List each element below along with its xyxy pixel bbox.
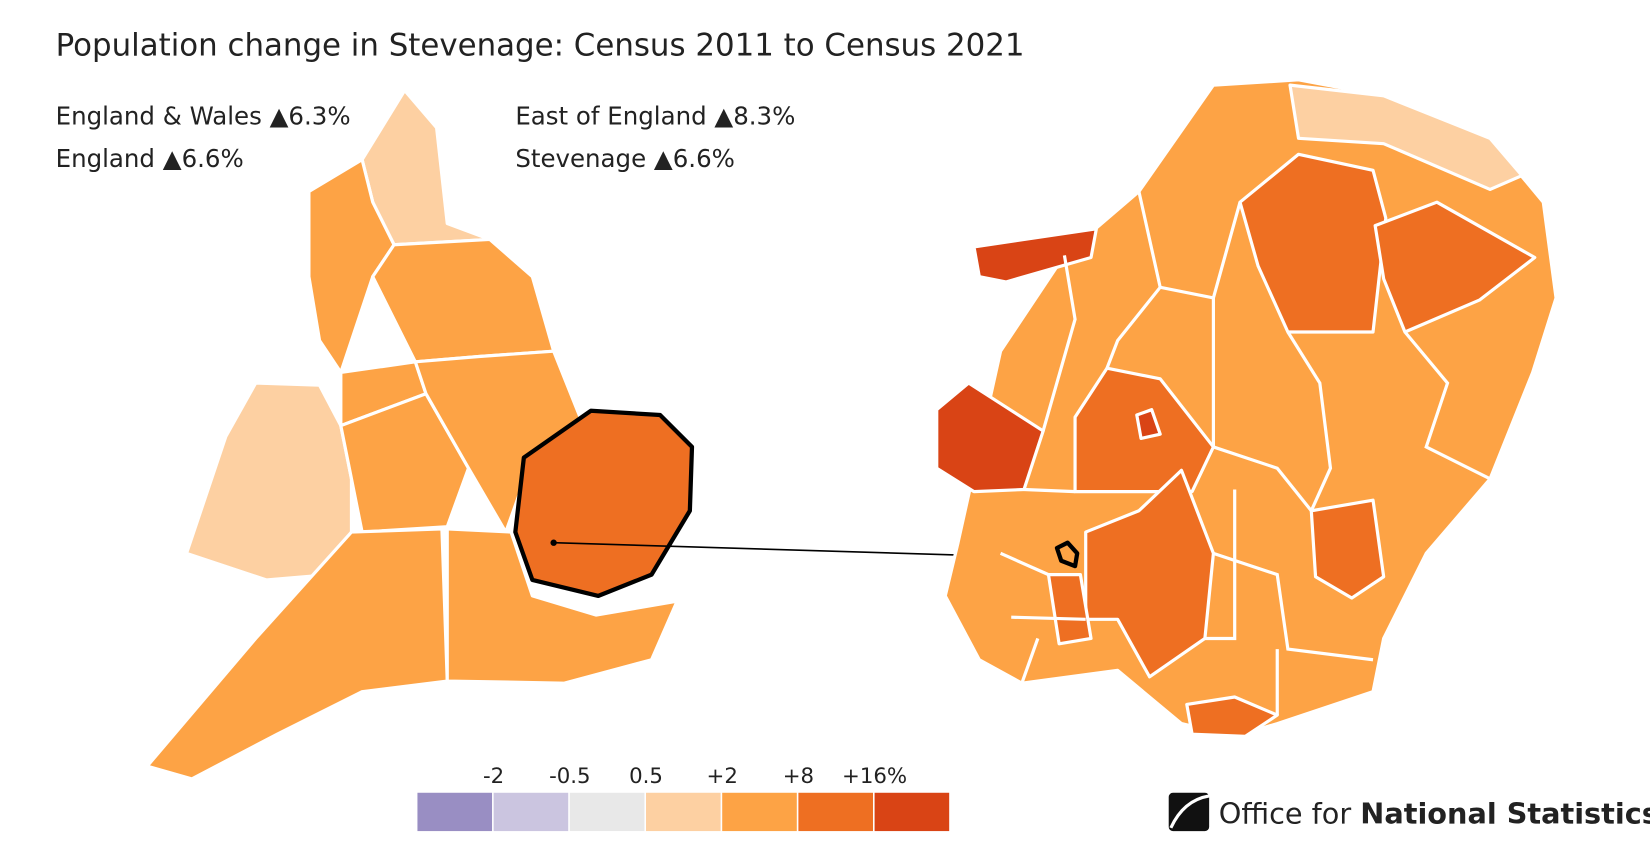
title: Population change in Stevenage: Census 2… (56, 27, 1025, 63)
region (184, 381, 354, 582)
district (1185, 695, 1279, 738)
legend-label: +2 (707, 764, 738, 789)
legend-swatch (569, 792, 645, 832)
pointer-dot (550, 539, 557, 546)
district (972, 227, 1098, 284)
legend-label: +16% (842, 764, 907, 789)
district (1135, 408, 1162, 441)
legend-swatch (646, 792, 721, 832)
logo-icon (1168, 792, 1210, 832)
legend-label: -0.5 (549, 764, 590, 789)
region (445, 527, 679, 685)
legend-swatch (417, 792, 493, 832)
district-borders (999, 191, 1491, 716)
logo-text-bold: National Statistics (1360, 797, 1650, 831)
legend-swatch (798, 792, 873, 832)
district (1238, 152, 1388, 334)
legend-label: +8 (783, 764, 814, 789)
legend: -2 -0.5 0.5 +2 +8 +16% (417, 764, 950, 832)
stat: East of England ▲8.3% (515, 102, 795, 131)
highlight-district (1054, 540, 1080, 569)
legend-label: 0.5 (629, 764, 663, 789)
district (1046, 573, 1093, 646)
logo: Office for National Statistics (1168, 792, 1650, 832)
logo-text-regular: Office for (1219, 797, 1352, 831)
stat: England ▲6.6% (56, 144, 244, 173)
legend-swatch (722, 792, 797, 832)
district (1373, 200, 1537, 334)
map-east-of-england (935, 78, 1558, 738)
legend-swatch (874, 792, 950, 832)
map-england-wales (145, 88, 1078, 781)
logo-icon-swoosh (1169, 794, 1210, 829)
highlight-region (513, 408, 695, 599)
stat: Stevenage ▲6.6% (515, 144, 735, 173)
stat: England & Wales ▲6.3% (56, 102, 351, 131)
district (1288, 83, 1524, 192)
district (1309, 498, 1386, 600)
region (371, 237, 556, 364)
logo-text: Office for National Statistics (1219, 797, 1650, 831)
legend-label: -2 (483, 764, 504, 789)
legend-swatch (493, 792, 569, 832)
